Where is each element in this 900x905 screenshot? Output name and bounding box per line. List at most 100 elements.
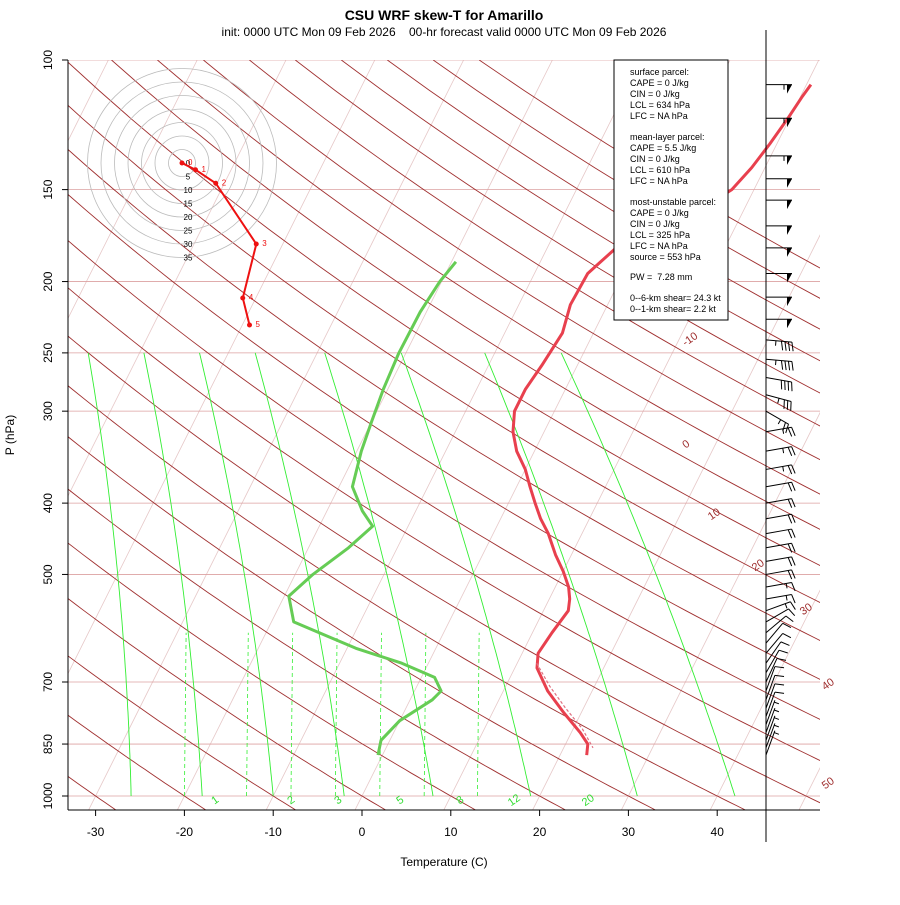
wind-barb-feather bbox=[792, 557, 796, 566]
wind-barb bbox=[766, 85, 792, 94]
wind-barb bbox=[766, 602, 795, 611]
wind-barb bbox=[766, 427, 795, 436]
y-tick-label: 150 bbox=[41, 179, 55, 199]
wind-barb-feather bbox=[779, 650, 788, 653]
wind-barb bbox=[766, 482, 795, 491]
x-tick-label: -20 bbox=[176, 825, 194, 839]
dry-adiabat-line bbox=[0, 60, 568, 812]
hodograph-ring-label: 20 bbox=[184, 213, 193, 222]
wind-barb-flag bbox=[787, 226, 792, 235]
wind-barb bbox=[766, 582, 795, 591]
dry-adiabat-line bbox=[0, 60, 478, 812]
wind-barb-feather bbox=[788, 557, 792, 566]
precipitable-water: PW = 7.28 mm bbox=[630, 272, 692, 282]
dry-adiabat-label: 30 bbox=[798, 601, 815, 618]
wind-barb-feather bbox=[775, 692, 784, 693]
mean-layer-lcl: LCL = 610 hPa bbox=[630, 165, 690, 175]
wind-barb-flag bbox=[787, 319, 792, 328]
wind-barb-feather bbox=[788, 428, 792, 437]
wind-barb-flag bbox=[787, 297, 792, 306]
surface-lfc: LFC = NA hPa bbox=[630, 111, 688, 121]
wind-barb-feather bbox=[783, 633, 791, 637]
hodograph-point-label: 1 bbox=[202, 165, 207, 174]
shear-0-1km: 0--1-km shear= 2.2 kt bbox=[630, 304, 716, 314]
wind-barb-feather bbox=[788, 530, 792, 539]
wind-barb-flag bbox=[787, 200, 792, 209]
isotherm-line bbox=[709, 60, 900, 812]
most-unstable-lcl: LCL = 325 hPa bbox=[630, 230, 690, 240]
wind-barb-half-feather bbox=[778, 398, 779, 403]
wind-barb-half-feather bbox=[785, 604, 787, 609]
wind-barb-staff bbox=[766, 411, 789, 424]
wind-barb bbox=[766, 557, 795, 566]
dry-adiabat-label: 20 bbox=[750, 557, 767, 574]
wind-barb bbox=[766, 447, 795, 456]
dry-adiabat-line bbox=[157, 60, 900, 812]
wind-barb-staff bbox=[766, 482, 792, 487]
mean-layer-cin: CIN = 0 J/kg bbox=[630, 154, 680, 164]
hodograph-point bbox=[240, 296, 245, 301]
dry-adiabat-line bbox=[20, 60, 900, 812]
wind-barb bbox=[766, 226, 792, 235]
most-unstable-source: source = 553 hPa bbox=[630, 252, 701, 262]
wind-barb-feather bbox=[792, 427, 796, 436]
wind-barb-feather bbox=[792, 447, 796, 456]
x-axis-label: Temperature (C) bbox=[400, 855, 487, 869]
wind-barb-staff bbox=[766, 514, 792, 519]
surface-lcl: LCL = 634 hPa bbox=[630, 100, 690, 110]
hodograph-ring-label: 30 bbox=[184, 240, 193, 249]
wind-barb bbox=[766, 248, 792, 257]
wind-barb-flag bbox=[787, 118, 792, 127]
y-tick-label: 500 bbox=[41, 564, 55, 584]
chart-title: CSU WRF skew-T for Amarillo bbox=[345, 7, 544, 23]
most-unstable-lfc: LFC = NA hPa bbox=[630, 241, 688, 251]
hodograph-point-label: 4 bbox=[249, 293, 254, 302]
indices-box: surface parcel: CAPE = 0 J/kg CIN = 0 J/… bbox=[614, 60, 728, 320]
y-tick-label: 700 bbox=[41, 672, 55, 692]
dewpoint-profile-line bbox=[289, 262, 456, 755]
hodograph-point bbox=[247, 323, 252, 328]
wind-barb-feather bbox=[792, 529, 796, 538]
hodograph-point bbox=[254, 242, 259, 247]
hodograph-ring-label: 10 bbox=[184, 186, 193, 195]
y-tick-label: 300 bbox=[41, 401, 55, 421]
isotherm-line bbox=[887, 60, 900, 812]
wind-barb-staff bbox=[766, 499, 792, 504]
surface-cin: CIN = 0 J/kg bbox=[630, 89, 680, 99]
hodograph-ring-label: 25 bbox=[184, 227, 193, 236]
x-tick-label: 10 bbox=[444, 825, 458, 839]
wind-barb bbox=[766, 667, 784, 691]
mean-layer-lfc: LFC = NA hPa bbox=[630, 176, 688, 186]
wind-barb bbox=[766, 395, 791, 411]
dry-adiabats bbox=[0, 60, 900, 812]
hodograph-point bbox=[180, 161, 185, 166]
wind-barb bbox=[766, 675, 784, 699]
wind-barb-staff bbox=[766, 595, 792, 600]
isotherm-line bbox=[177, 60, 553, 812]
wind-barb-flag bbox=[787, 179, 792, 188]
wind-barb-half-feather bbox=[783, 466, 784, 471]
dry-adiabat-label: 50 bbox=[820, 775, 837, 792]
wind-barb-feather bbox=[788, 483, 792, 492]
wind-barb-staff bbox=[766, 427, 792, 432]
dry-adiabat-line bbox=[0, 60, 118, 812]
y-axis-label: P (hPa) bbox=[3, 415, 17, 455]
mean-layer-cape: CAPE = 5.5 J/kg bbox=[630, 143, 696, 153]
hodograph-ring-label: 5 bbox=[186, 173, 191, 182]
wind-barb-feather bbox=[788, 342, 789, 351]
wind-barb bbox=[766, 359, 793, 370]
wind-barb-feather bbox=[788, 515, 792, 524]
surface-cape: CAPE = 0 J/kg bbox=[630, 78, 689, 88]
wind-barb-feather bbox=[788, 447, 792, 456]
x-tick-label: 20 bbox=[533, 825, 547, 839]
shear-0-6km: 0--6-km shear= 24.3 kt bbox=[630, 293, 721, 303]
y-tick-label: 1000 bbox=[41, 782, 55, 809]
wind-barb-staff bbox=[766, 570, 792, 575]
wind-barb-staff bbox=[766, 340, 792, 342]
hodograph-point-label: 5 bbox=[256, 320, 261, 329]
wind-barb-feather bbox=[786, 616, 793, 622]
wind-barb bbox=[766, 377, 792, 391]
wind-barb bbox=[766, 623, 791, 643]
